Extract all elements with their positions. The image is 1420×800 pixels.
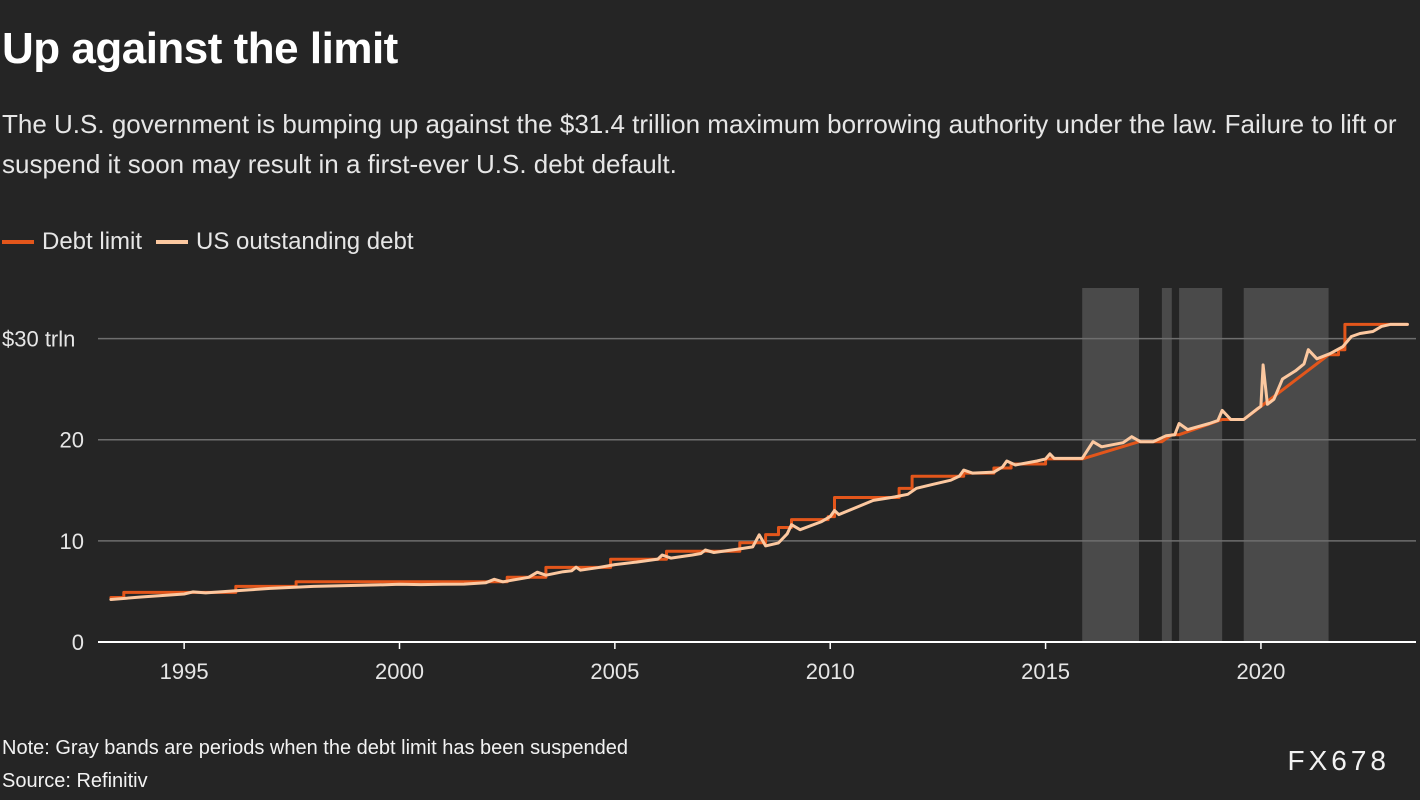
- chart-title: Up against the limit: [2, 24, 398, 73]
- chart-legend: Debt limit US outstanding debt: [2, 226, 428, 258]
- suspension-band-3: [1179, 288, 1223, 642]
- chart-note: Note: Gray bands are periods when the de…: [2, 737, 628, 759]
- legend-item-us-debt: US outstanding debt: [156, 228, 414, 256]
- series-line-us-outstanding-debt: [109, 322, 1409, 601]
- x-tick-label: 2020: [1236, 659, 1285, 684]
- suspension-band-1: [1082, 288, 1140, 642]
- suspension-band-4: [1243, 288, 1329, 642]
- x-tick-label: 2005: [590, 659, 639, 684]
- legend-label-debt-limit: Debt limit: [42, 228, 143, 255]
- y-tick-label: $30 trln: [2, 327, 75, 352]
- legend-label-us-debt: US outstanding debt: [196, 228, 414, 255]
- legend-swatch-us-debt: [156, 240, 189, 244]
- y-tick-label: 10: [60, 529, 84, 554]
- chart-source: Source: Refinitiv: [2, 770, 148, 792]
- brand-logo: FX678: [1287, 745, 1390, 776]
- legend-swatch-debt-limit: [2, 240, 34, 244]
- suspension-band-2: [1161, 288, 1172, 642]
- y-tick-label: 0: [72, 630, 84, 655]
- legend-item-debt-limit: Debt limit: [2, 228, 142, 256]
- x-tick-label: 2010: [806, 659, 855, 684]
- chart-footer: Note: Gray bands are periods when the de…: [2, 732, 628, 798]
- y-tick-label: 20: [60, 428, 84, 453]
- line-chart: 0 10 20 $30 trln 1995 2000 2005 2010 2015 2020: [2, 288, 1416, 684]
- x-tick-label: 2015: [1021, 659, 1070, 684]
- chart-subtitle: The U.S. government is bumping up agains…: [2, 109, 1397, 179]
- x-tick-label: 1995: [160, 659, 209, 684]
- x-tick-label: 2000: [375, 659, 424, 684]
